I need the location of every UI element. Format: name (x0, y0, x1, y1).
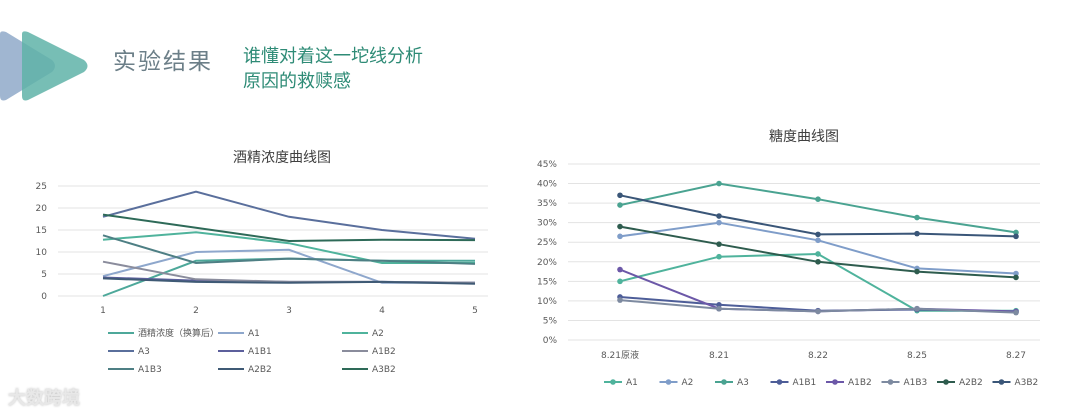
y-tick-label: 0% (543, 336, 558, 346)
logo-icon (0, 31, 88, 101)
y-tick-label: 10 (36, 248, 48, 258)
legend-label: A1B1 (248, 347, 272, 357)
legend-label: 酒精浓度（换算后） (138, 327, 219, 339)
data-point (914, 214, 920, 221)
data-point (716, 253, 722, 260)
data-point (716, 302, 722, 308)
data-point (716, 305, 722, 312)
x-tick-label: 2 (193, 306, 199, 316)
legend-marker (610, 379, 616, 385)
y-tick-label: 25 (36, 182, 47, 192)
x-tick-label: 5 (472, 306, 478, 316)
legend-label: A2B2 (959, 378, 983, 388)
legend-label: A1 (248, 329, 260, 339)
y-tick-label: 20 (36, 204, 48, 214)
x-tick-label: 3 (286, 306, 292, 316)
data-point (815, 237, 821, 244)
y-tick-label: 35% (537, 199, 557, 209)
section-title: 实验结果 (113, 49, 213, 75)
y-tick-label: 10% (537, 297, 557, 307)
data-point (914, 268, 920, 275)
y-tick-label: 15 (36, 226, 47, 236)
legend-marker (665, 379, 672, 385)
data-point (617, 202, 623, 208)
x-tick-label: 4 (379, 306, 385, 316)
legend-label: A3B2 (372, 365, 396, 375)
y-tick-label: 30% (537, 219, 557, 229)
caption-line-1: 谁懂对着这一坨线分析 (243, 46, 423, 67)
legend-marker (832, 379, 838, 385)
legend-label: A1B3 (904, 378, 928, 388)
data-point (617, 233, 623, 240)
y-tick-label: 45% (537, 160, 557, 170)
y-tick-label: 5 (41, 270, 47, 280)
legend-label: A1B2 (372, 347, 396, 357)
legend-label: A3B2 (1015, 378, 1039, 388)
legend-label: A1B2 (848, 378, 872, 388)
data-point (617, 192, 623, 199)
data-point (1013, 233, 1019, 240)
y-tick-label: 15% (537, 277, 557, 287)
data-point (815, 258, 821, 265)
legend-label: A1B3 (138, 365, 162, 375)
legend-label: A2 (682, 378, 694, 388)
y-tick-label: 25% (537, 238, 557, 248)
y-tick-label: 40% (537, 180, 557, 190)
legend-marker (998, 379, 1005, 385)
data-point (716, 241, 722, 247)
watermark: 大数跨境 (8, 388, 80, 409)
legend-label: A1 (626, 378, 638, 388)
caption: 谁懂对着这一坨线分析 原因的救赎感 (243, 44, 423, 94)
x-tick-label: 1 (100, 306, 106, 316)
data-point (815, 231, 821, 238)
chart-title: 酒精浓度曲线图 (233, 150, 331, 166)
data-point (617, 278, 623, 285)
legend-label: A3 (737, 378, 749, 388)
series-line (102, 277, 476, 285)
chart-title: 糖度曲线图 (769, 129, 839, 145)
x-tick-label: 8.21 (709, 351, 729, 361)
data-point (1013, 229, 1019, 236)
series-line (102, 213, 476, 243)
legend-marker (721, 379, 727, 385)
data-point (815, 251, 821, 257)
y-tick-label: 20% (537, 258, 557, 268)
data-point (914, 230, 920, 237)
data-point (716, 180, 722, 187)
legend-label: A2B2 (248, 365, 272, 375)
series-line (102, 190, 476, 240)
legend-marker (943, 379, 949, 385)
data-point (1013, 274, 1019, 281)
x-tick-label: 8.25 (907, 351, 927, 361)
data-point (617, 223, 623, 230)
caption-line-2: 原因的救赎感 (243, 71, 351, 92)
data-point (617, 266, 623, 273)
data-point (914, 305, 920, 312)
x-tick-label: 8.27 (1006, 351, 1026, 361)
y-tick-label: 0 (41, 292, 47, 302)
data-point (716, 219, 722, 226)
data-point (716, 213, 722, 219)
legend-label: A3 (138, 347, 150, 357)
x-tick-label: 8.21原液 (601, 349, 639, 361)
data-point (815, 196, 821, 202)
legend-label: A2 (372, 329, 384, 339)
series-line (102, 231, 475, 264)
data-point (815, 308, 821, 315)
series-line (102, 234, 476, 265)
legend-marker (887, 379, 894, 385)
legend-label: A1B1 (793, 378, 817, 388)
legend-marker (776, 379, 783, 385)
y-tick-label: 5% (543, 316, 558, 326)
data-point (1013, 309, 1019, 316)
data-point (617, 297, 623, 303)
x-tick-label: 8.22 (808, 351, 828, 361)
data-point (1013, 270, 1019, 277)
